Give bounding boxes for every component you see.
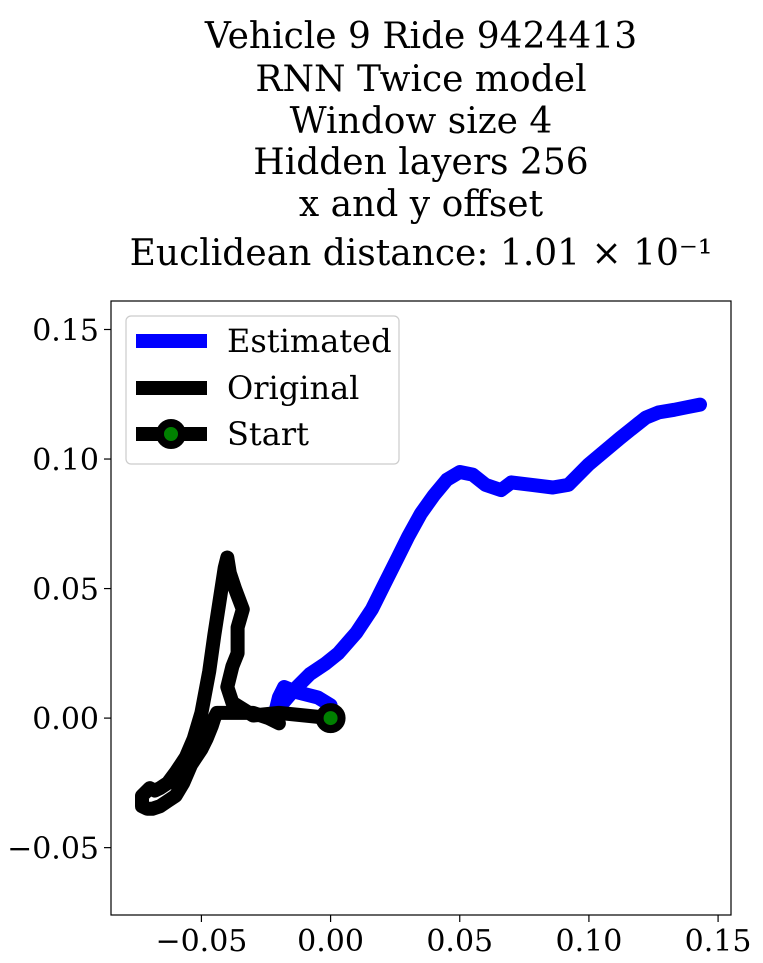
title-line-6: Euclidean distance: 1.01 × 10⁻¹ [130, 233, 713, 274]
title-line-2: RNN Twice model [255, 59, 586, 100]
y-tick-label: 0.10 [32, 443, 99, 478]
legend: Estimated Original Start [125, 315, 400, 465]
x-tick-label: −0.05 [155, 924, 247, 959]
x-tick-label: 0.15 [685, 924, 752, 959]
title-line-3: Window size 4 [290, 101, 553, 142]
title-line-5: x and y offset [299, 184, 544, 225]
legend-marker-start [156, 419, 186, 449]
title-line-4: Hidden layers 256 [253, 142, 588, 183]
plot-frame [110, 300, 732, 916]
title-line-1: Vehicle 9 Ride 9424413 [204, 16, 637, 57]
x-tick-label: 0.00 [297, 924, 364, 959]
start-marker [315, 703, 346, 734]
legend-label-start: Start [227, 415, 309, 453]
y-tick-label: −0.05 [7, 832, 99, 867]
axis-ticks: −0.05 0.00 0.05 0.10 0.15 −0.05 0.00 0.05 0.10 0.… [7, 313, 751, 959]
plot-series [135, 397, 707, 816]
x-tick-label: 0.10 [556, 924, 623, 959]
y-tick-label: 0.05 [32, 573, 99, 608]
legend-label-estimated: Estimated [227, 322, 392, 360]
y-tick-label: 0.15 [32, 313, 99, 348]
legend-label-original: Original [227, 369, 359, 407]
y-tick-label: 0.00 [32, 702, 99, 737]
x-tick-label: 0.05 [426, 924, 493, 959]
series-line-original [135, 550, 338, 816]
